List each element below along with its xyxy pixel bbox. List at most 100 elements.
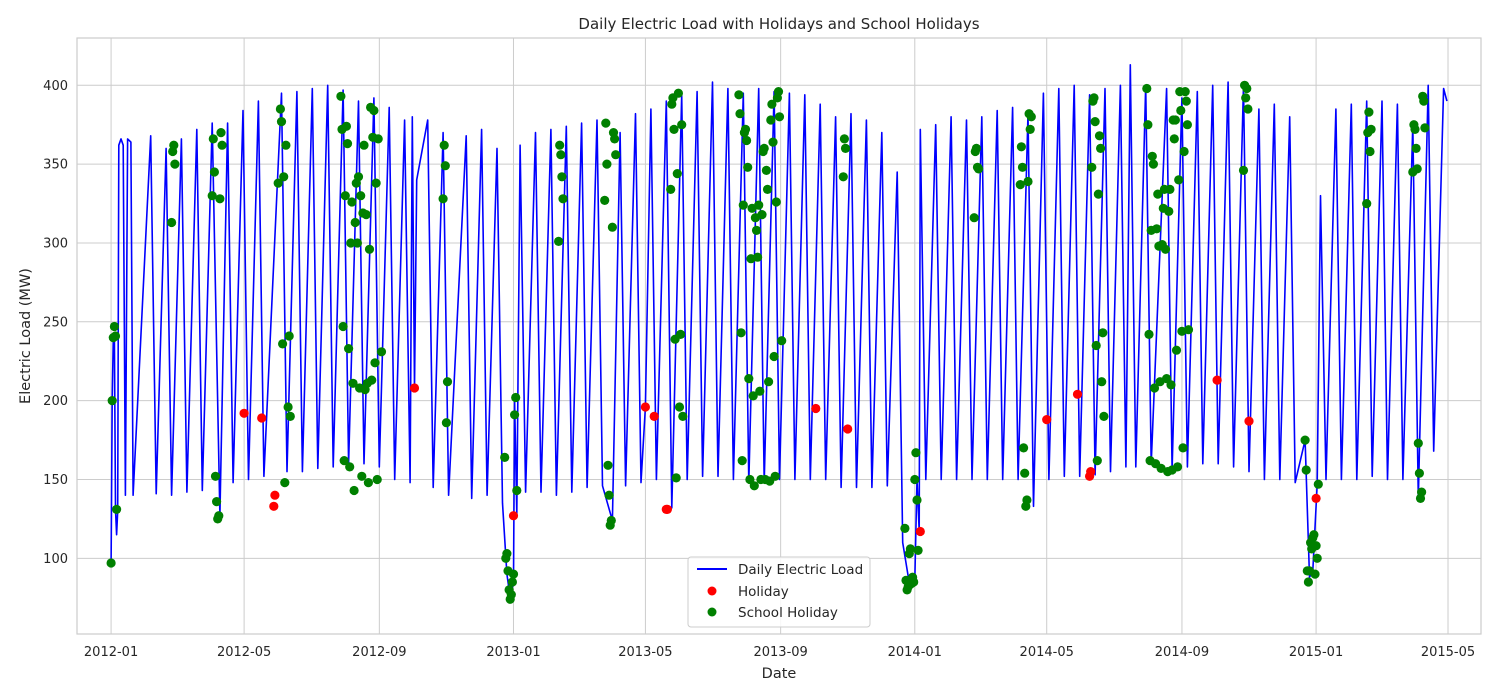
school-holiday-point [911,448,921,458]
holiday-point [239,408,249,418]
school-holiday-point [766,115,776,125]
school-holiday-point [438,194,448,204]
school-holiday-point [1419,96,1429,106]
school-holiday-point [910,474,920,485]
school-holiday-point [600,195,610,205]
x-tick-label: 2012-01 [84,645,138,660]
school-holiday-point [346,238,356,248]
school-holiday-point [767,99,777,109]
school-holiday-point [1301,465,1311,475]
load-series-line [110,64,1448,599]
holiday-point [1086,467,1096,477]
school-holiday-point [777,336,787,346]
school-holiday-point [1144,329,1154,339]
legend-school-holiday-label: School Holiday [738,605,838,621]
school-holiday-point [350,217,360,228]
school-holiday-point [1414,468,1424,478]
school-holiday-point [1174,175,1184,185]
plot-area [106,64,1448,604]
school-holiday-point [214,511,224,521]
school-holiday-point [666,184,676,194]
school-holiday-point [439,140,449,150]
x-tick-label: 2013-09 [753,645,807,660]
school-holiday-point [376,347,387,357]
school-holiday-point [283,402,293,412]
school-holiday-point [338,321,348,332]
school-holiday-point [1096,143,1106,153]
school-holiday-point [753,252,763,262]
school-holiday-point [759,143,769,153]
school-holiday-point [1143,120,1153,130]
legend: Daily Electric Load Holiday School Holid… [687,556,871,628]
school-holiday-point [610,134,620,144]
school-holiday-point [839,134,850,144]
school-holiday-point [754,200,764,210]
school-holiday-point [502,549,512,559]
school-holiday-point [363,478,373,488]
school-holiday-point [1147,151,1157,161]
school-holiday-point [1182,120,1192,130]
school-holiday-point [208,134,218,144]
school-holiday-point [1171,345,1182,355]
school-holiday-point [1241,93,1251,103]
y-axis-ticks: 100 150 200 250 300 350 400 [43,79,68,567]
holiday-point [257,413,267,423]
school-holiday-point [1412,164,1422,174]
school-holiday-point [1312,553,1322,563]
school-holiday-point [1094,131,1105,141]
school-holiday-point [912,495,922,505]
school-holiday-point [737,456,747,466]
school-holiday-point [339,456,349,466]
school-holiday-point [1093,189,1103,199]
school-holiday-point [1142,83,1152,94]
school-holiday-point [603,460,613,470]
x-tick-label: 2014-05 [1020,645,1074,660]
school-holiday-point [755,386,765,396]
school-holiday-point [751,225,762,235]
school-holiday-point [1017,162,1028,172]
school-holiday-point [281,140,291,150]
school-holiday-point [373,134,383,144]
school-holiday-point [769,351,779,362]
holiday-point [409,383,420,393]
x-tick-label: 2012-09 [352,645,406,660]
y-tick-label: 250 [43,315,68,330]
school-holiday-point [440,161,450,171]
school-holiday-point [678,411,688,421]
school-holiday-point [356,191,366,201]
school-holiday-point [1243,104,1253,114]
school-holiday-point [500,452,510,462]
school-holiday-point [1310,569,1320,579]
school-holiday-point [1362,199,1372,209]
school-holiday-point [1026,112,1036,122]
school-holiday-point [1309,530,1319,540]
school-holiday-point [217,140,227,150]
school-holiday-point [1410,124,1420,134]
school-holiday-point [367,375,377,385]
school-holiday-point [1153,189,1163,199]
school-holiday-point [169,140,179,150]
school-holiday-point [336,91,346,101]
school-holiday-point [738,200,748,210]
school-holiday-point [669,124,679,134]
school-holiday-point [556,150,566,160]
school-holiday-point [509,410,520,420]
x-axis-ticks: 2012-01 2012-05 2012-09 2013-01 2013-05 2013-… [84,645,1475,660]
school-holiday-point [677,120,687,130]
school-holiday-point [749,481,759,491]
holiday-point [649,411,659,421]
school-holiday-point [764,377,774,387]
school-holiday-point [341,121,351,131]
school-holiday-point [554,236,564,246]
school-holiday-point [606,515,616,526]
school-holiday-point [974,164,984,174]
school-holiday-point [735,109,745,119]
school-holiday-point [1366,124,1376,134]
school-holiday-point [1411,143,1421,153]
school-holiday-point [770,471,780,481]
school-holiday-point [1091,340,1101,351]
school-holiday-point [1015,180,1025,190]
school-holiday-point [742,135,752,146]
school-holiday-point [1090,117,1100,127]
